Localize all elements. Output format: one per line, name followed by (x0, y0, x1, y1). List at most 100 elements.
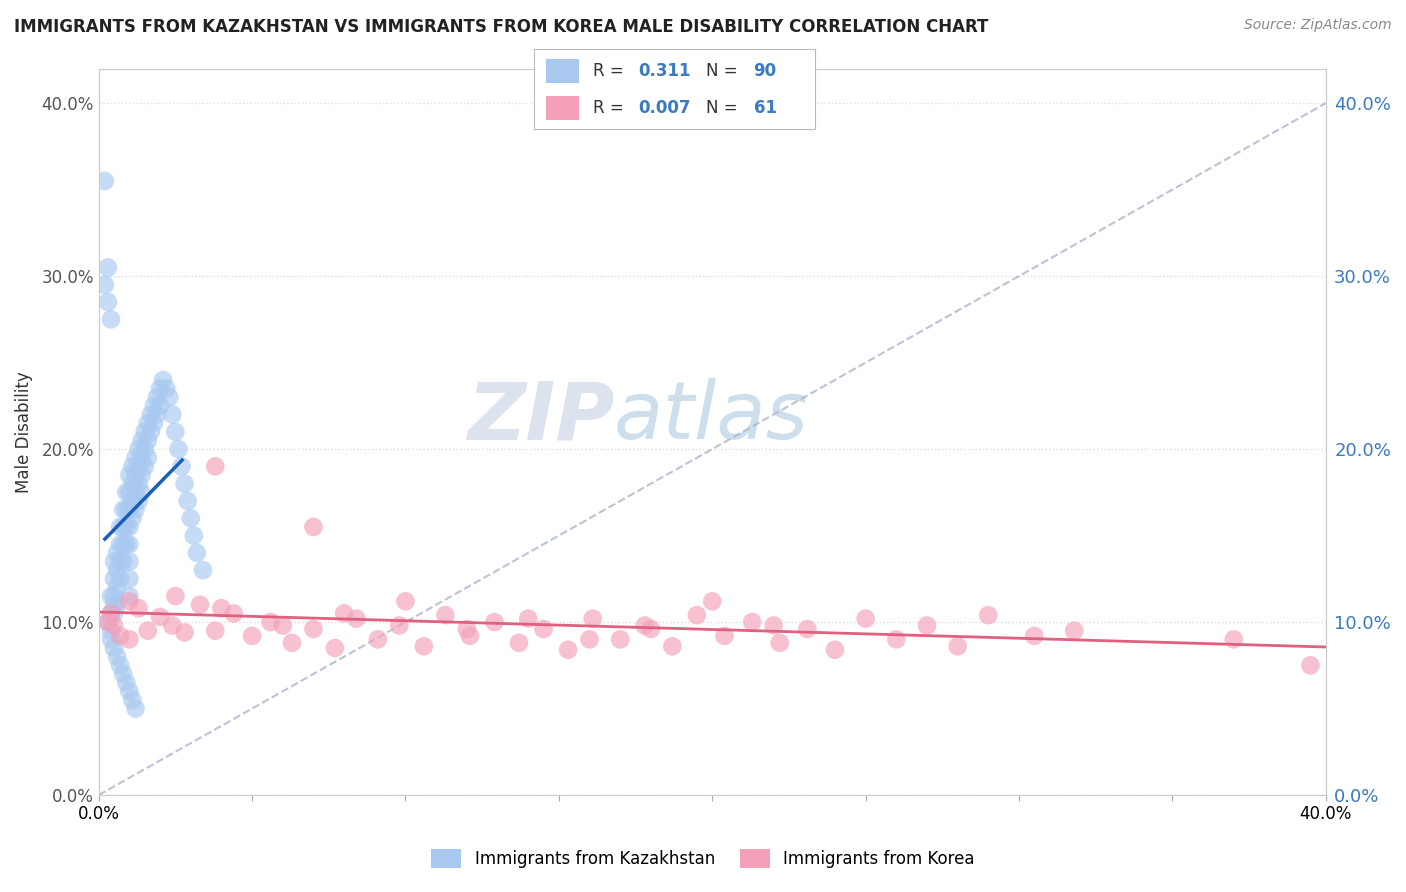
Point (333, 607, 356, 621)
Point (139, 425, 162, 439)
Point (121, 459, 143, 474)
Point (115, 520, 138, 534)
Point (136, 624, 159, 638)
Point (222, 607, 245, 621)
Point (769, 636, 792, 650)
Point (103, 555, 125, 569)
Point (1299, 658, 1322, 673)
Point (713, 629, 735, 643)
Point (103, 598, 125, 612)
Point (134, 459, 156, 474)
Point (124, 468, 146, 483)
Point (115, 675, 138, 690)
Point (100, 632, 122, 647)
Point (508, 636, 530, 650)
Point (640, 622, 662, 636)
Point (134, 425, 156, 439)
Point (176, 494, 198, 508)
Point (118, 520, 141, 534)
Point (915, 618, 938, 632)
Point (183, 528, 205, 542)
Point (100, 624, 122, 638)
Point (118, 537, 141, 551)
Point (124, 485, 146, 500)
Point (149, 382, 172, 396)
Point (112, 555, 135, 569)
Point (121, 494, 143, 508)
Point (173, 625, 195, 640)
Point (1222, 632, 1244, 647)
Point (855, 612, 877, 626)
Text: R =: R = (593, 62, 630, 79)
Point (155, 382, 177, 396)
Point (112, 537, 135, 551)
Point (118, 594, 141, 608)
Point (108, 629, 131, 643)
Point (458, 629, 481, 643)
Y-axis label: Male Disability: Male Disability (15, 371, 32, 492)
Point (115, 502, 138, 516)
Point (977, 608, 1000, 623)
Point (136, 416, 159, 430)
Point (412, 640, 434, 654)
Point (115, 485, 138, 500)
Point (186, 546, 208, 560)
Point (204, 459, 226, 474)
Point (136, 450, 159, 465)
Point (118, 572, 141, 586)
Point (884, 632, 907, 647)
Point (162, 408, 184, 422)
Point (281, 636, 304, 650)
Point (149, 610, 172, 624)
Text: 90: 90 (754, 62, 776, 79)
Point (121, 511, 143, 525)
Point (128, 442, 150, 456)
Point (97, 615, 120, 629)
Point (124, 502, 146, 516)
Text: atlas: atlas (614, 378, 808, 457)
Point (517, 612, 540, 626)
Point (484, 615, 506, 629)
Point (105, 598, 128, 612)
Point (105, 649, 128, 664)
Point (108, 658, 131, 673)
Point (634, 618, 657, 632)
Point (131, 450, 153, 465)
Bar (546, 59, 579, 83)
Point (105, 581, 128, 595)
Legend: Immigrants from Kazakhstan, Immigrants from Korea: Immigrants from Kazakhstan, Immigrants f… (425, 842, 981, 875)
Point (796, 622, 818, 636)
Point (204, 624, 226, 638)
Point (97, 615, 120, 629)
Point (118, 485, 141, 500)
Point (149, 399, 172, 413)
Bar (546, 95, 579, 120)
Text: N =: N = (706, 99, 742, 117)
Point (146, 408, 169, 422)
Text: 61: 61 (754, 99, 776, 117)
Point (124, 701, 146, 715)
Point (108, 520, 131, 534)
Point (167, 442, 190, 456)
Point (131, 434, 153, 448)
Text: N =: N = (706, 62, 742, 79)
Point (100, 607, 122, 621)
Point (112, 502, 135, 516)
Point (131, 485, 153, 500)
Point (128, 476, 150, 491)
Point (578, 632, 600, 647)
Point (112, 667, 135, 681)
Point (136, 434, 159, 448)
Text: R =: R = (593, 99, 630, 117)
Point (128, 459, 150, 474)
Point (112, 520, 135, 534)
Point (581, 612, 603, 626)
Point (661, 640, 683, 654)
Point (103, 589, 125, 603)
Point (191, 563, 214, 577)
Point (105, 546, 128, 560)
Text: 0.007: 0.007 (638, 99, 690, 117)
Text: ZIP: ZIP (467, 378, 614, 457)
Point (323, 640, 346, 655)
Point (118, 589, 141, 603)
